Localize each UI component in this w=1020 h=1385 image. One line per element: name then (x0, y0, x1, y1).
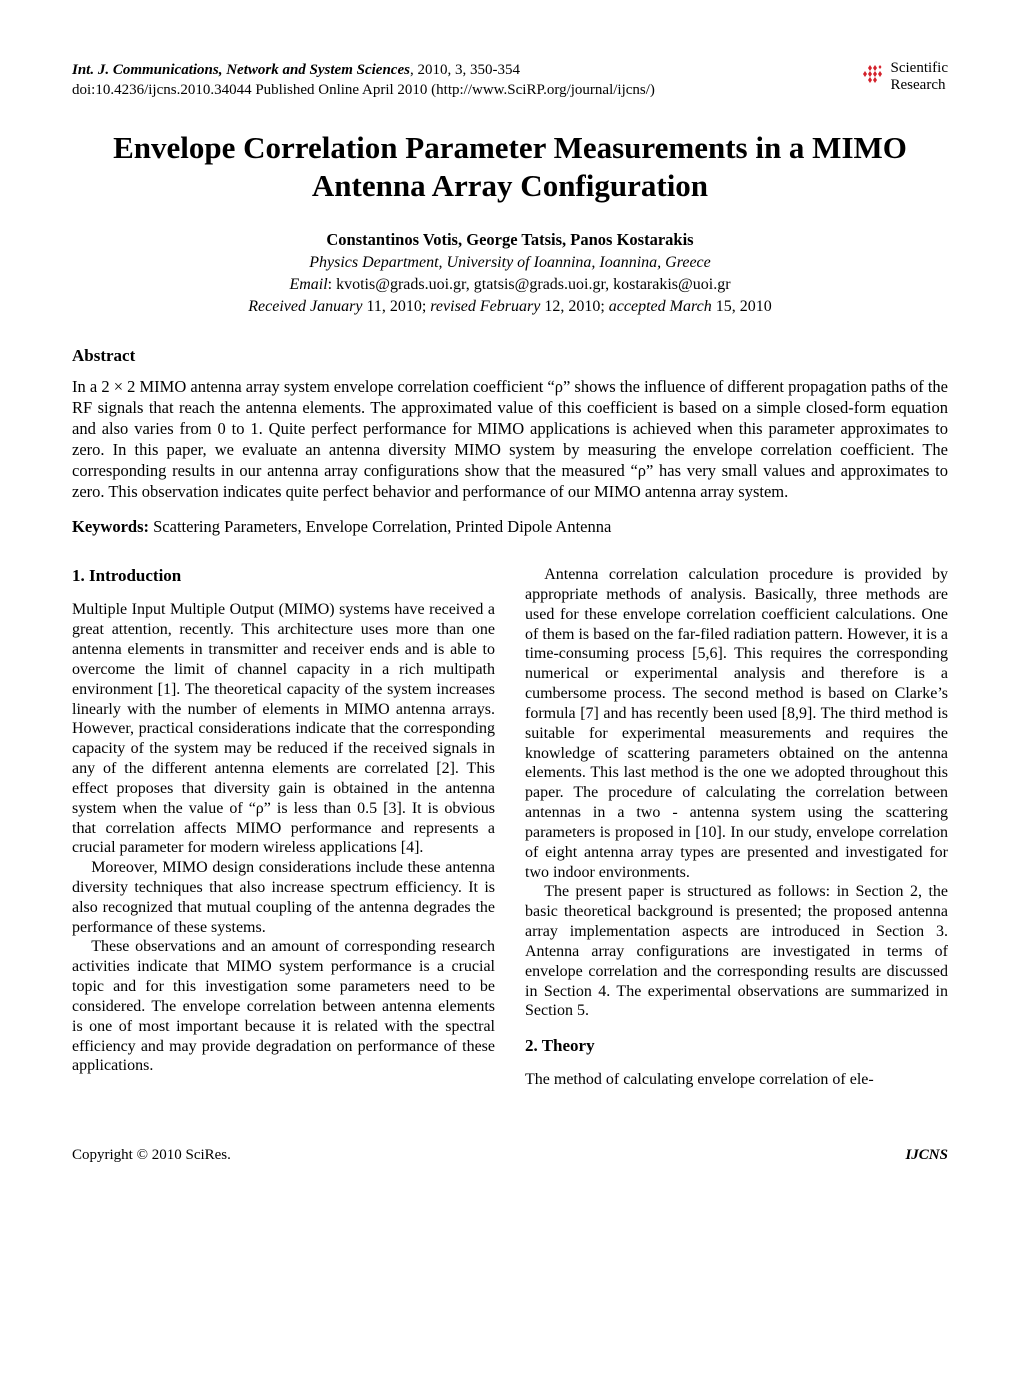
received-value: 11, 2010; (362, 298, 430, 315)
revised-label: revised February (430, 298, 540, 315)
section-heading-theory: 2. Theory (525, 1035, 948, 1056)
intro-paragraph-3: These observations and an amount of corr… (72, 937, 495, 1076)
accepted-value: 15, 2010 (712, 298, 772, 315)
intro-paragraph-2: Moreover, MIMO design considerations inc… (72, 858, 495, 937)
theory-paragraph-1: The method of calculating envelope corre… (525, 1070, 948, 1090)
keywords-label: Keywords: (72, 517, 149, 536)
email-line: Email: kvotis@grads.uoi.gr, gtatsis@grad… (72, 275, 948, 295)
logo-icon (855, 60, 885, 95)
footer-copyright: Copyright © 2010 SciRes. (72, 1146, 231, 1165)
publisher-logo: Scientific Research (855, 60, 948, 95)
intro-paragraph-1: Multiple Input Multiple Output (MIMO) sy… (72, 600, 495, 858)
keywords-text: Scattering Parameters, Envelope Correlat… (149, 517, 611, 536)
page-footer: Copyright © 2010 SciRes. IJCNS (72, 1146, 948, 1165)
two-column-body: 1. Introduction Multiple Input Multiple … (72, 565, 948, 1090)
abstract-body: In a 2 × 2 MIMO antenna array system env… (72, 376, 948, 503)
abstract-heading: Abstract (72, 345, 948, 366)
section-heading-introduction: 1. Introduction (72, 565, 495, 586)
left-column: 1. Introduction Multiple Input Multiple … (72, 565, 495, 1090)
keywords-line: Keywords: Scattering Parameters, Envelop… (72, 517, 948, 538)
revised-value: 12, 2010; (540, 298, 608, 315)
affiliation: Physics Department, University of Ioanni… (72, 253, 948, 273)
page-header: Int. J. Communications, Network and Syst… (72, 60, 948, 101)
journal-issue: , 2010, 3, 350-354 (410, 62, 520, 78)
logo-text: Scientific Research (891, 60, 948, 93)
footer-journal-abbrev: IJCNS (905, 1146, 948, 1165)
logo-line1: Scientific (891, 60, 948, 76)
paper-title: Envelope Correlation Parameter Measureme… (72, 129, 948, 207)
authors: Constantinos Votis, George Tatsis, Panos… (72, 230, 948, 251)
email-label: Email (289, 276, 327, 293)
right-paragraph-2: The present paper is structured as follo… (525, 882, 948, 1021)
logo-line2: Research (891, 77, 946, 93)
dates-line: Received January 11, 2010; revised Febru… (72, 297, 948, 317)
emails: : kvotis@grads.uoi.gr, gtatsis@grads.uoi… (328, 276, 731, 293)
right-paragraph-1: Antenna correlation calculation procedur… (525, 565, 948, 882)
journal-title: Int. J. Communications, Network and Syst… (72, 62, 410, 78)
journal-info: Int. J. Communications, Network and Syst… (72, 60, 655, 101)
doi-line: doi:10.4236/ijcns.2010.34044 Published O… (72, 82, 655, 98)
right-column: Antenna correlation calculation procedur… (525, 565, 948, 1090)
received-label: Received January (248, 298, 362, 315)
accepted-label: accepted March (609, 298, 712, 315)
